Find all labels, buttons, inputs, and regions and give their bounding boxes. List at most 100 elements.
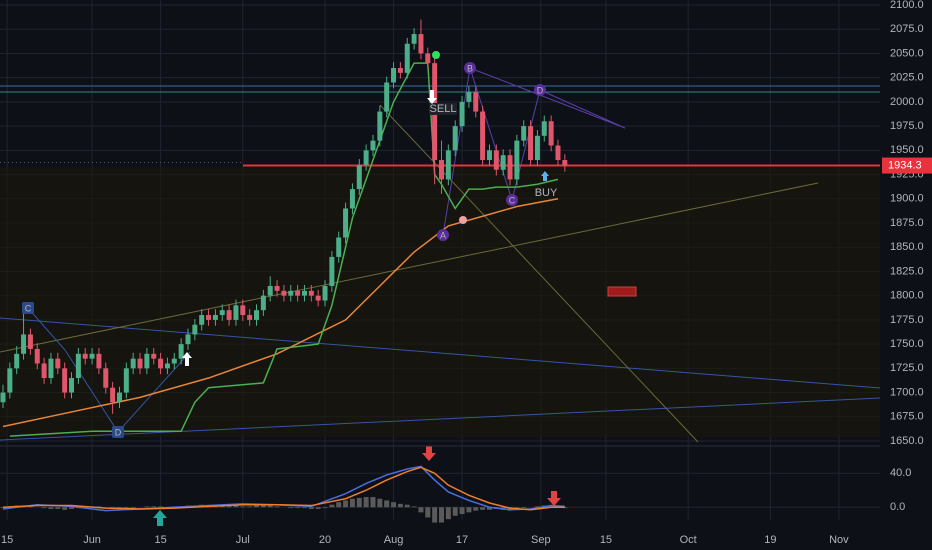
candle-body	[82, 353, 88, 359]
candle-body	[466, 92, 472, 102]
series-line	[2, 466, 565, 511]
histogram-bar	[452, 507, 458, 516]
point-marker	[22, 302, 34, 314]
y-tick-label: 1900.0	[890, 193, 924, 205]
point-label: B	[467, 63, 473, 73]
x-tick-label: 19	[764, 534, 776, 546]
histogram-bar	[418, 507, 424, 513]
histogram-bar	[62, 507, 68, 510]
series-line	[9, 62, 559, 437]
candle-body	[404, 43, 410, 73]
histogram-bar	[274, 506, 280, 508]
arrow	[182, 352, 192, 366]
series	[2, 62, 880, 437]
y-tick-label: 2100.0	[890, 0, 924, 11]
histogram-bar	[480, 507, 486, 510]
candle-body	[226, 310, 232, 320]
candle-body	[411, 34, 417, 44]
x-tick-label: Jun	[83, 534, 101, 546]
candle-body	[260, 295, 266, 311]
histogram-bar	[260, 504, 266, 508]
candle-body	[34, 348, 40, 364]
point-label: A	[440, 230, 446, 240]
candle-body	[75, 353, 81, 379]
histogram-bar	[315, 507, 321, 509]
point-marker	[112, 426, 124, 438]
candle-body	[473, 92, 479, 112]
histogram-bar	[130, 507, 136, 509]
candle-body	[452, 126, 458, 151]
candle-body	[267, 285, 273, 296]
candle-body	[548, 121, 554, 146]
histogram-bar	[233, 505, 239, 508]
buy-label: BUY	[535, 187, 558, 199]
histogram-bar	[329, 504, 335, 508]
x-tick-label: Sep	[531, 534, 551, 546]
candle-body	[315, 295, 321, 301]
y2-tick-label: 40.0	[890, 467, 911, 479]
candle-body	[27, 334, 33, 349]
series-line	[2, 465, 565, 512]
histogram-bar	[349, 498, 355, 508]
histogram-bar	[144, 506, 150, 508]
candle-body	[301, 290, 307, 296]
y-tick-label: 1950.0	[890, 144, 924, 156]
candle-body	[103, 368, 109, 388]
candle-body	[425, 53, 431, 64]
candle-body	[274, 285, 280, 291]
candle-body	[308, 290, 314, 296]
candle-body	[199, 315, 205, 325]
candle-body	[349, 189, 355, 209]
y-tick-label: 1750.0	[890, 338, 924, 350]
dot	[459, 216, 467, 224]
histogram-bar	[377, 498, 383, 508]
candle-body	[514, 140, 520, 180]
sell-label: SELL	[430, 103, 457, 115]
lower-pane	[0, 465, 568, 523]
y-tick-label: 1675.0	[890, 411, 924, 423]
histogram-bar	[212, 506, 218, 508]
candle-body	[391, 67, 397, 83]
point-label: C	[25, 303, 32, 313]
histogram-bar	[397, 503, 403, 508]
x-tick-label: Jul	[236, 534, 250, 546]
candle-body	[55, 358, 61, 369]
histogram-bar	[288, 507, 294, 509]
candle-body	[21, 334, 27, 354]
histogram-bar	[151, 506, 157, 508]
candle-body	[562, 160, 568, 166]
zone-fill	[0, 167, 880, 437]
histogram-bar	[41, 507, 47, 509]
drawings	[0, 67, 881, 443]
candle-body	[206, 315, 212, 320]
box	[607, 286, 637, 297]
trend-line	[0, 397, 881, 441]
candle-body	[281, 290, 287, 296]
candle-body	[486, 150, 492, 161]
histogram-bar	[534, 506, 540, 508]
candle-body	[7, 368, 13, 393]
arrow	[541, 171, 549, 181]
x-tick-label: Aug	[384, 534, 404, 546]
histogram-bar	[96, 506, 102, 508]
x-tick-label: 20	[319, 534, 331, 546]
point-marker	[464, 62, 476, 74]
point-label: C	[509, 195, 516, 205]
candle-body	[116, 392, 122, 403]
histogram-bar	[55, 507, 61, 509]
y2-tick-label: 0.0	[890, 501, 905, 513]
histogram-bar	[439, 507, 444, 523]
candle-body	[459, 101, 465, 127]
candle-body	[254, 310, 260, 320]
candle-body	[521, 126, 527, 141]
trend-line	[0, 317, 881, 389]
histogram-bar	[370, 497, 376, 508]
histogram-bar	[343, 500, 349, 508]
y-tick-label: 1850.0	[890, 241, 924, 253]
histogram-bar	[445, 507, 451, 520]
candle-body	[343, 208, 349, 238]
histogram-bar	[507, 507, 513, 511]
candle-body	[534, 135, 540, 161]
x-tick-label: 15	[600, 534, 612, 546]
